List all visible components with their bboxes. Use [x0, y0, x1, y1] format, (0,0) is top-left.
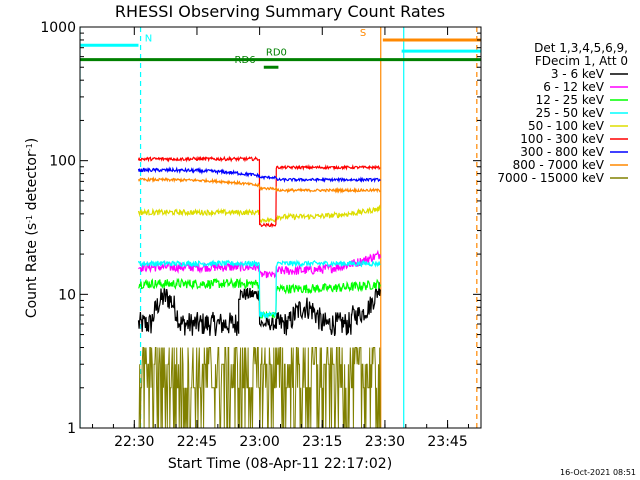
x-axis-label: Start Time (08-Apr-11 22:17:02) [168, 456, 392, 472]
chart-title: RHESSI Observing Summary Count Rates [115, 2, 445, 21]
x-tick-label-4: 23:30 [365, 434, 405, 450]
series-8 [138, 347, 381, 428]
y-tick-label-0: 1 [67, 421, 76, 437]
legend-label-2: 12 - 25 keV [536, 93, 605, 107]
x-axis: 22:30 22:45 23:00 23:15 23:30 23:45 [92, 27, 469, 450]
x-tick-label-3: 23:15 [302, 434, 342, 450]
time-markers [80, 27, 478, 428]
legend-label-1: 6 - 12 keV [543, 80, 605, 94]
flag-label-n: N [145, 33, 152, 44]
flag-bars: N S RD0 RD6 [80, 28, 481, 69]
flag-label-rd0: RD0 [266, 48, 287, 59]
x-tick-label-1: 22:45 [177, 434, 217, 450]
series-line-7 [137, 176, 381, 194]
x-tick-label-2: 23:00 [239, 434, 279, 450]
series-6 [137, 166, 381, 184]
x-tick-label-0: 22:30 [114, 434, 154, 450]
flag-label-rd6: RD6 [235, 55, 256, 66]
series-line-3 [137, 259, 381, 319]
legend: Det 1,3,4,5,6,9, FDecim 1, Att 0 3 - 6 k… [497, 41, 628, 185]
y-tick-label-1: 10 [58, 287, 76, 303]
legend-label-7: 800 - 7000 keV [513, 158, 605, 172]
series-line-6 [137, 166, 381, 184]
y-tick-label-2: 100 [49, 154, 76, 170]
series-layer [137, 155, 381, 428]
series-7 [137, 176, 381, 194]
series-line-5 [137, 155, 381, 229]
legend-label-8: 7000 - 15000 keV [497, 171, 604, 185]
timestamp: 16-Oct-2021 08:51 [560, 468, 636, 477]
legend-label-4: 50 - 100 keV [528, 119, 605, 133]
y-axis-label: Count Rate (s-1 detector-1) [24, 138, 40, 318]
series-5 [137, 155, 381, 229]
series-line-8 [138, 347, 381, 428]
legend-label-6: 300 - 800 keV [520, 145, 604, 159]
y-axis: 1 10 100 1000 [40, 20, 481, 437]
flag-label-s: S [360, 28, 366, 39]
legend-label-5: 100 - 300 keV [520, 132, 604, 146]
x-tick-label-5: 23:45 [427, 434, 467, 450]
series-3 [137, 259, 381, 319]
legend-label-3: 25 - 50 keV [536, 106, 605, 120]
y-tick-label-3: 1000 [40, 20, 76, 36]
legend-header-line-1: Det 1,3,4,5,6,9, [534, 41, 628, 55]
legend-header-line-2: FDecim 1, Att 0 [535, 54, 628, 68]
legend-label-0: 3 - 6 keV [551, 67, 605, 81]
